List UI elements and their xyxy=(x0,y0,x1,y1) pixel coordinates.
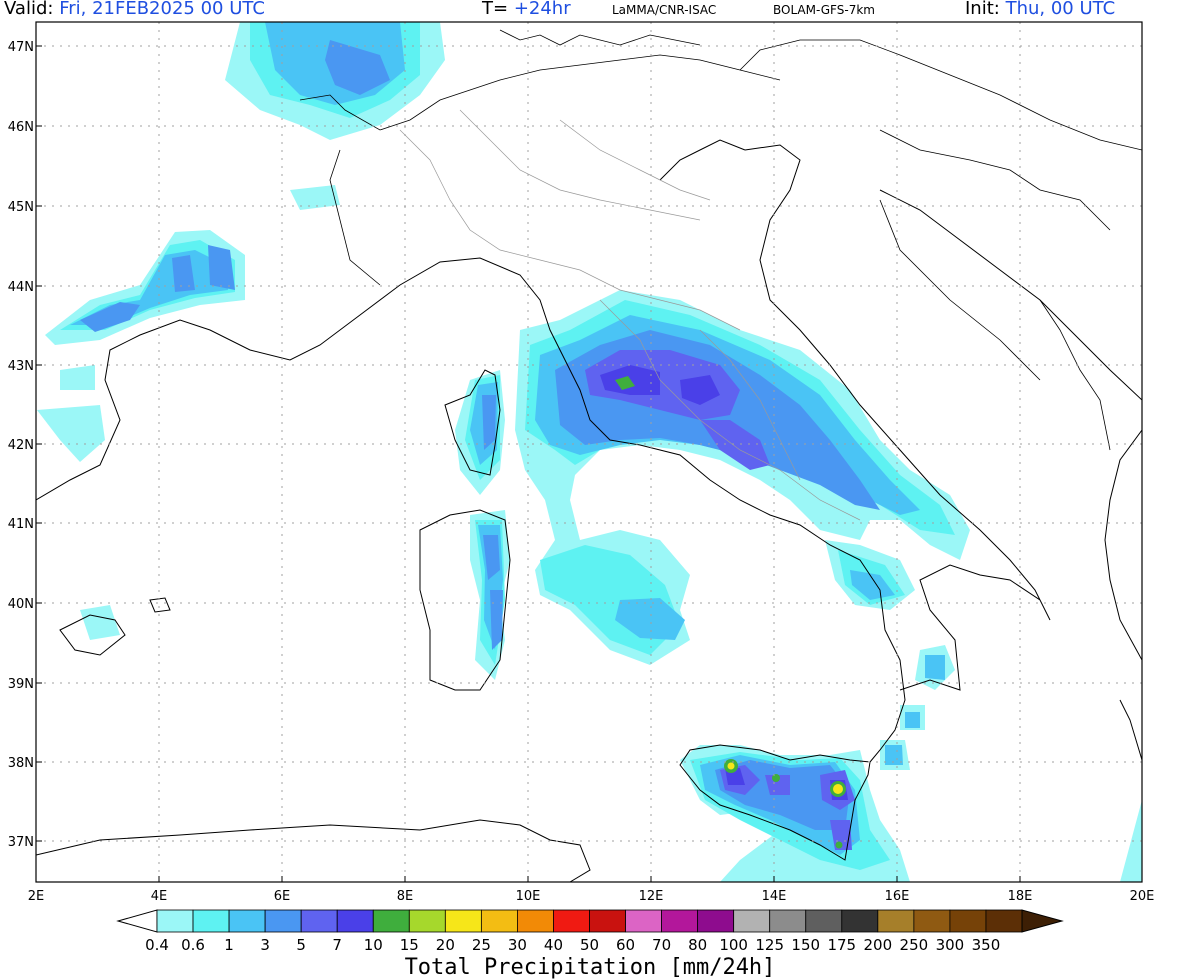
lon-label: 10E xyxy=(516,889,541,904)
colorbar-level-label: 300 xyxy=(936,936,965,954)
colorbar-swatch xyxy=(553,909,590,933)
precip-cores xyxy=(615,376,846,849)
colorbar-swatch xyxy=(372,909,410,933)
axis-ticks xyxy=(35,45,1143,882)
colorbar-level-label: 60 xyxy=(616,936,635,954)
lat-label: 46N xyxy=(8,120,34,135)
colorbar-level-label: 100 xyxy=(719,936,748,954)
colorbar-under-arrow xyxy=(116,909,158,933)
colorbar-swatch xyxy=(589,909,626,933)
colorbar-level-label: 40 xyxy=(544,936,563,954)
latitude-labels: 47N 46N 45N 44N 43N 42N 41N 40N 39N 38N … xyxy=(8,40,34,850)
lon-label: 20E xyxy=(1130,889,1155,904)
forecast-step-label: T= xyxy=(482,0,509,19)
colorbar-swatch xyxy=(697,909,735,933)
colorbar-swatch xyxy=(769,909,807,933)
colorbar-swatch xyxy=(985,909,1023,933)
longitude-labels: 2E 4E 6E 8E 10E 12E 14E 16E 18E 20E xyxy=(28,889,1155,904)
lon-label: 14E xyxy=(762,889,787,904)
colorbar-swatch xyxy=(300,909,338,933)
colorbar-level-label: 3 xyxy=(260,936,270,954)
lon-label: 8E xyxy=(397,889,414,904)
valid-date: Fri, 21FEB2025 00 UTC xyxy=(59,0,265,19)
colorbar-swatch xyxy=(841,909,879,933)
colorbar-level-label: 5 xyxy=(296,936,306,954)
colorbar-swatch xyxy=(877,909,915,933)
valid-label-block: Valid: Fri, 21FEB2025 00 UTC xyxy=(4,0,265,22)
source-label: LaMMA/CNR-ISAC xyxy=(612,3,717,17)
colorbar-swatch xyxy=(408,909,446,933)
colorbar-level-label: 150 xyxy=(791,936,820,954)
colorbar-swatch xyxy=(336,909,374,933)
colorbar-level-label: 0.4 xyxy=(145,936,169,954)
colorbar-swatch xyxy=(192,909,230,933)
colorbar-level-label: 250 xyxy=(900,936,929,954)
colorbar-level-label: 20 xyxy=(436,936,455,954)
colorbar-level-label: 0.6 xyxy=(181,936,205,954)
colorbar-swatch xyxy=(517,909,554,933)
lon-label: 12E xyxy=(639,889,664,904)
lon-label: 6E xyxy=(274,889,291,904)
lat-label: 40N xyxy=(8,597,34,612)
init-label: Init: xyxy=(965,0,1000,19)
colorbar-swatch xyxy=(913,909,951,933)
colorbar-level-label: 30 xyxy=(508,936,527,954)
lon-label: 4E xyxy=(151,889,168,904)
precipitation-field xyxy=(36,22,1142,882)
colorbar-title: Total Precipitation [mm/24h] xyxy=(405,955,776,980)
colorbar-level-label: 1 xyxy=(224,936,234,954)
colorbar-swatch xyxy=(805,909,843,933)
init-date: Thu, 00 UTC xyxy=(1005,0,1116,19)
forecast-step-block: T= +24hr xyxy=(482,0,571,22)
colorbar-swatch xyxy=(625,909,662,933)
country-borders xyxy=(299,29,1142,451)
lat-label: 43N xyxy=(8,359,34,374)
valid-label: Valid: xyxy=(4,0,54,19)
lat-label: 41N xyxy=(8,517,34,532)
colorbar-level-label: 200 xyxy=(864,936,893,954)
colorbar-level-label: 7 xyxy=(332,936,342,954)
colorbar-level-label: 175 xyxy=(827,936,856,954)
colorbar-level-label: 80 xyxy=(688,936,707,954)
colorbar-level-label: 125 xyxy=(755,936,784,954)
lat-label: 39N xyxy=(8,677,34,692)
colorbar: 0.4 0.6 1 3 5 7 10 15 20 25 30 40 50 60 70 80 100 125 150 1… xyxy=(116,909,1064,954)
colorbar-level-label: 350 xyxy=(972,936,1001,954)
colorbar-swatch xyxy=(444,909,482,933)
colorbar-swatch xyxy=(480,909,518,933)
colorbar-swatch xyxy=(264,909,302,933)
map-frame xyxy=(35,21,1143,883)
init-block: Init: Thu, 00 UTC xyxy=(965,0,1115,22)
colorbar-swatch xyxy=(661,909,699,933)
colorbar-swatch xyxy=(733,909,771,933)
graticule xyxy=(36,22,1142,882)
colorbar-level-label: 15 xyxy=(400,936,419,954)
colorbar-level-label: 70 xyxy=(652,936,671,954)
lat-label: 37N xyxy=(8,835,34,850)
lat-label: 45N xyxy=(8,200,34,215)
model-label: BOLAM-GFS-7km xyxy=(773,3,875,17)
lon-label: 2E xyxy=(28,889,45,904)
colorbar-swatch xyxy=(228,909,266,933)
coastlines xyxy=(36,139,1142,882)
colorbar-over-arrow xyxy=(1021,909,1064,933)
forecast-step-value: +24hr xyxy=(513,0,571,19)
colorbar-level-label: 50 xyxy=(580,936,599,954)
lat-label: 47N xyxy=(8,40,34,55)
lon-label: 16E xyxy=(885,889,910,904)
lat-label: 38N xyxy=(8,756,34,771)
lat-label: 44N xyxy=(8,280,34,295)
colorbar-level-label: 25 xyxy=(472,936,491,954)
colorbar-level-label: 10 xyxy=(364,936,383,954)
colorbar-swatch xyxy=(156,909,194,933)
lat-label: 42N xyxy=(8,438,34,453)
lon-label: 18E xyxy=(1008,889,1033,904)
colorbar-swatch xyxy=(949,909,987,933)
regional-borders xyxy=(399,109,861,521)
